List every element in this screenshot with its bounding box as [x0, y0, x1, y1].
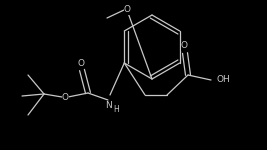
Text: H: H: [113, 105, 119, 114]
Text: N: N: [106, 100, 112, 109]
Text: O: O: [124, 6, 131, 15]
Text: O: O: [61, 93, 69, 102]
Text: O: O: [180, 42, 187, 51]
Text: OH: OH: [216, 75, 230, 84]
Text: O: O: [77, 58, 84, 68]
